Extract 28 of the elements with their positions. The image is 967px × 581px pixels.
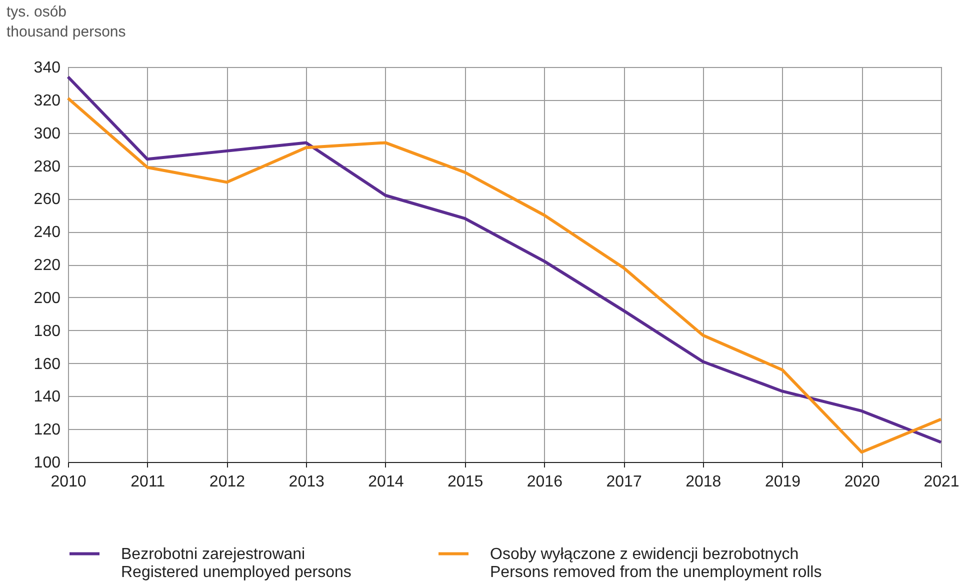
x-tick-label: 2021 (924, 474, 960, 490)
y-tick-label: 120 (34, 422, 61, 439)
y-tick-label: 240 (34, 224, 61, 242)
x-tick-label: 2016 (526, 474, 563, 490)
x-tick-label: 2013 (288, 474, 324, 490)
y-tick-label: 260 (34, 191, 61, 208)
x-tick-label: 2019 (764, 474, 801, 490)
x-tick-label: 2015 (448, 474, 484, 490)
legend-label: Osoby wyłączone z ewidencji bezrobotnych Persons removed from the unemployment rolls (490, 546, 822, 581)
x-tick-label: 2010 (50, 474, 86, 490)
y-tick-label: 300 (34, 125, 61, 142)
legend-label: Bezrobotni zarejestrowani Registered unemployed persons (121, 546, 352, 581)
y-tick-label: 280 (34, 158, 61, 176)
y-tick-label: 340 (34, 60, 61, 76)
x-tick-label: 2020 (844, 474, 880, 490)
y-tick-label: 160 (34, 356, 61, 373)
x-tick-label: 2011 (130, 474, 166, 490)
x-tick-label: 2017 (606, 474, 642, 490)
y-axis-title: tys. osób thousand persons (6, 4, 126, 40)
y-tick-label: 200 (34, 290, 61, 307)
y-tick-label: 320 (34, 92, 61, 110)
y-tick-label: 100 (34, 454, 61, 472)
y-tick-label: 220 (34, 257, 61, 274)
x-tick-label: 2018 (686, 474, 722, 490)
y-tick-label: 140 (34, 388, 61, 406)
y-tick-label: 180 (34, 322, 61, 340)
x-tick-label: 2012 (209, 474, 246, 490)
x-tick-label: 2014 (368, 474, 404, 490)
